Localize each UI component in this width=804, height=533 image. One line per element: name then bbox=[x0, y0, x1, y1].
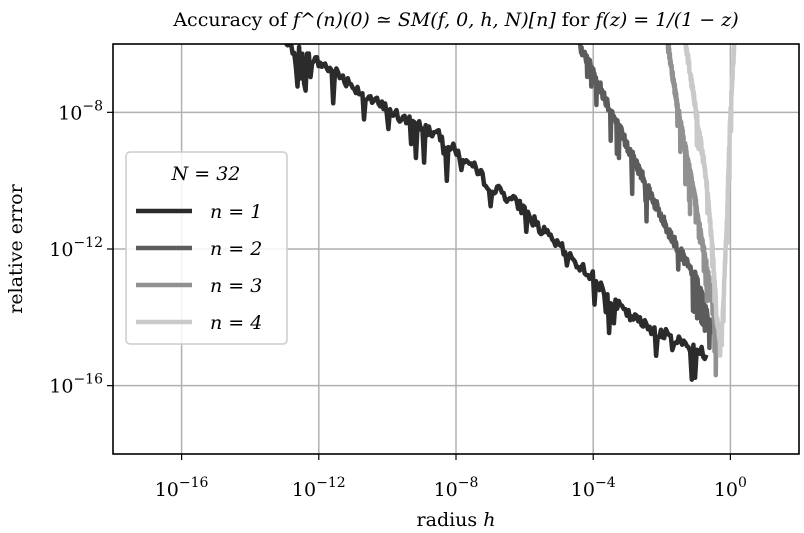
legend-box bbox=[125, 151, 288, 345]
legend-entry-label: n = 1 bbox=[210, 201, 262, 223]
series-line-2 bbox=[577, 44, 715, 351]
x-axis-label: radius h bbox=[417, 509, 496, 531]
legend: N = 32 n = 1 n = 2 n = 3 n = 4 bbox=[125, 151, 288, 345]
x-tick-label: 100 bbox=[714, 475, 747, 501]
x-tick-label: 10−4 bbox=[571, 475, 616, 501]
y-axis-label: relative error bbox=[5, 183, 27, 313]
x-tick-label: 10−16 bbox=[155, 475, 209, 501]
y-tick-label: 10−8 bbox=[58, 98, 103, 124]
series-group bbox=[283, 44, 737, 382]
series-line-4 bbox=[683, 44, 737, 358]
x-tick-label: 10−12 bbox=[292, 475, 346, 501]
y-tick-label: 10−16 bbox=[49, 372, 103, 398]
ticks: 10−16 10−12 10−8 10−4 100 10−8 10−12 10−16 bbox=[49, 98, 747, 501]
legend-entry-label: n = 3 bbox=[210, 275, 262, 297]
legend-entry-label: n = 4 bbox=[210, 312, 262, 334]
legend-entry-label: n = 2 bbox=[210, 238, 262, 260]
series-line-3 bbox=[665, 44, 720, 378]
x-tick-label: 10−8 bbox=[434, 475, 479, 501]
legend-title: N = 32 bbox=[171, 163, 241, 185]
y-tick-label: 10−12 bbox=[49, 235, 103, 261]
series-line-1 bbox=[283, 44, 709, 382]
chart-title: Accuracy of f^(n)(0) ≃ SM(f, 0, h, N)[n]… bbox=[172, 9, 738, 31]
